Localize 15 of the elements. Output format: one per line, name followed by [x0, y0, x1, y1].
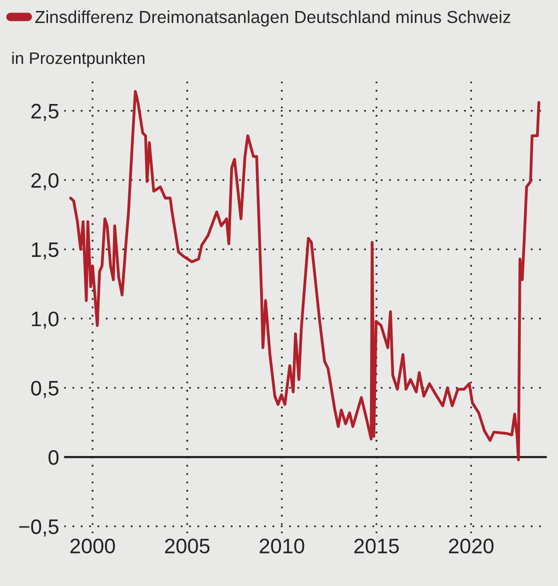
- y-tick-label: −0,5: [19, 519, 58, 537]
- y-tick-label: 0,5: [31, 380, 58, 398]
- y-tick-label: 2,0: [31, 173, 58, 190]
- x-tick-label: 2015: [354, 538, 399, 554]
- y-axis-title: in Prozentpunkten: [12, 52, 144, 68]
- y-tick-label: 0: [48, 450, 58, 465]
- x-tick-label: 2000: [70, 538, 115, 554]
- legend-label: Zinsdifferenz Dreimonatsanlagen Deutschland minus Schweiz: [35, 10, 510, 27]
- y-tick-label: 2,5: [31, 104, 58, 122]
- y-tick-label: 1,0: [32, 312, 58, 329]
- x-tick-label: 2005: [165, 538, 210, 554]
- line-series: [69, 90, 540, 462]
- y-tick-label: 1,5: [32, 242, 58, 260]
- x-tick-label: 2020: [449, 538, 494, 554]
- x-tick-label: 2010: [260, 538, 304, 554]
